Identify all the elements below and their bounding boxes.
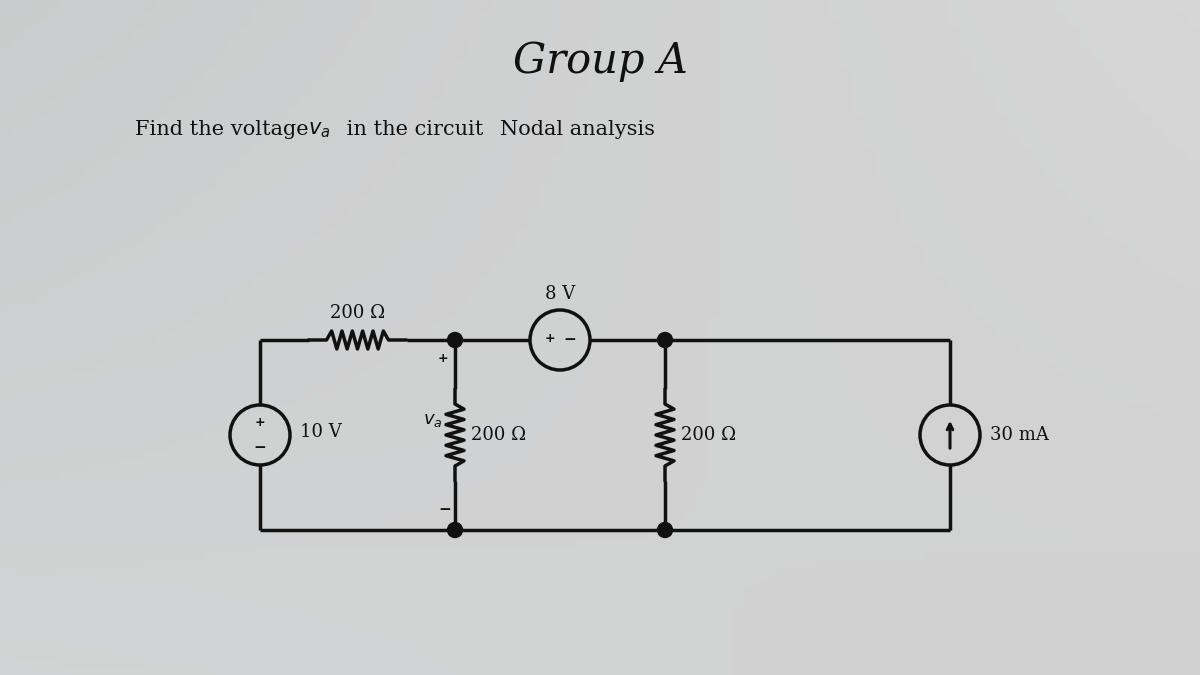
Text: in the circuit: in the circuit [340, 120, 484, 139]
Circle shape [448, 522, 462, 537]
Text: 200 Ω: 200 Ω [470, 426, 526, 444]
Text: 200 Ω: 200 Ω [682, 426, 736, 444]
Text: −: − [564, 331, 576, 346]
Text: +: + [545, 333, 556, 346]
Text: Nodal analysis: Nodal analysis [500, 120, 655, 139]
Text: +: + [438, 352, 449, 364]
Text: 10 V: 10 V [300, 423, 342, 441]
Text: 30 mA: 30 mA [990, 426, 1049, 444]
Text: Find the voltage: Find the voltage [134, 120, 316, 139]
Text: $v_a$: $v_a$ [308, 120, 330, 140]
Text: 200 Ω: 200 Ω [330, 304, 385, 322]
Text: +: + [254, 416, 265, 429]
Text: 8 V: 8 V [545, 285, 575, 303]
Text: $v_a$: $v_a$ [424, 411, 443, 429]
Circle shape [658, 522, 672, 537]
Text: −: − [253, 439, 266, 454]
Circle shape [448, 333, 462, 348]
Text: −: − [439, 502, 451, 518]
Circle shape [658, 333, 672, 348]
Text: Group A: Group A [512, 40, 688, 82]
